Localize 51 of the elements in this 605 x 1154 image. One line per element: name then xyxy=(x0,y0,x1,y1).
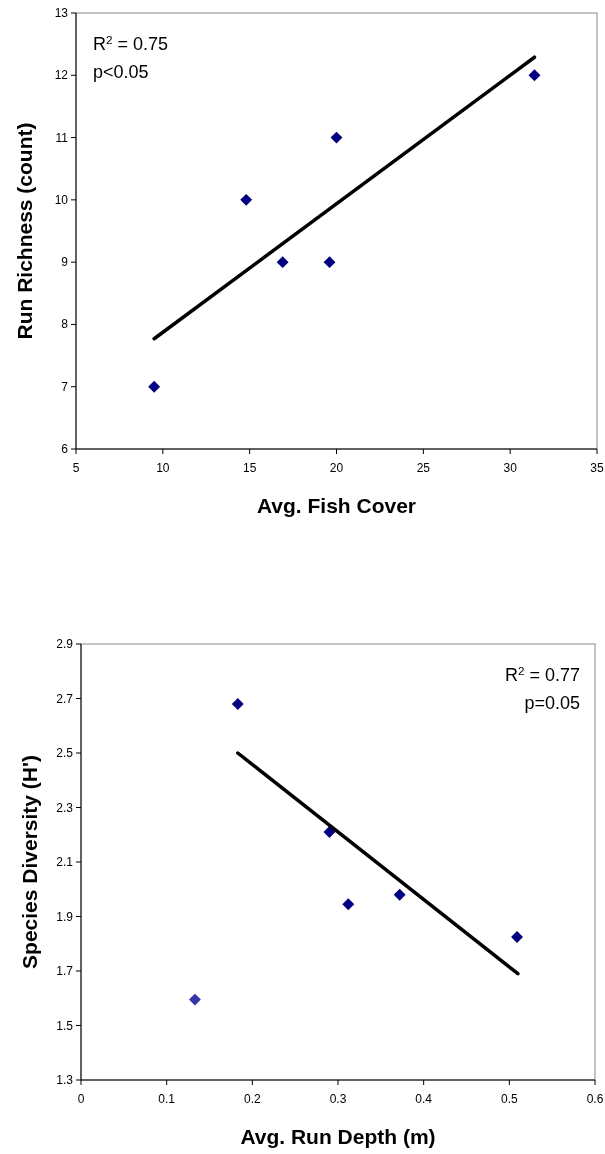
y-tick-label: 2.3 xyxy=(56,800,74,815)
x-tick-label: 0 xyxy=(77,1092,85,1106)
x-tick-label: 30 xyxy=(503,461,518,475)
y-tick-label: 10 xyxy=(54,192,69,207)
y-tick-label: 12 xyxy=(54,68,69,83)
y-tick-label: 2.9 xyxy=(56,637,74,651)
point xyxy=(323,256,336,269)
point xyxy=(330,131,343,144)
x-tick-label: 5 xyxy=(72,461,80,475)
x-tick-label: 0.3 xyxy=(329,1092,347,1106)
y-tick-label: 13 xyxy=(54,6,69,20)
y-axis-title: Run Richness (count) xyxy=(13,122,36,340)
x-tick-label: 15 xyxy=(242,461,257,475)
point xyxy=(393,888,406,901)
x-tick-label: 0.6 xyxy=(586,1092,604,1106)
annotation: R$^{2}$ = 0.77 xyxy=(504,663,580,685)
point xyxy=(231,698,244,710)
y-axis-title: Species Diversity (H') xyxy=(18,755,41,969)
x-tick-label: 0.5 xyxy=(500,1092,518,1106)
point xyxy=(511,931,523,943)
x-tick-label: 20 xyxy=(329,461,344,475)
y-tick-label: 2.5 xyxy=(56,746,74,760)
x-tick-label: 35 xyxy=(590,461,604,475)
y-tick-label: 2.7 xyxy=(56,691,74,706)
x-axis-title: Avg. Fish Cover xyxy=(256,494,417,517)
x-tick-label: 0.2 xyxy=(243,1092,261,1106)
point xyxy=(148,380,161,393)
y-tick-label: 11 xyxy=(55,130,69,145)
x-tick-label: 10 xyxy=(156,461,170,475)
annotation: R$^{2}$ = 0.75 xyxy=(93,32,169,54)
y-tick-label: 1.9 xyxy=(56,909,74,924)
point xyxy=(189,993,201,1006)
y-tick-label: 1.5 xyxy=(56,1018,74,1033)
annotation: p<0.05 xyxy=(93,62,149,82)
point xyxy=(528,69,541,82)
annotation: p=0.05 xyxy=(524,693,580,713)
x-tick-label: 0.4 xyxy=(415,1092,433,1106)
y-tick-label: 8 xyxy=(61,317,69,332)
y-tick-label: 9 xyxy=(61,255,69,270)
y-tick-label: 1.7 xyxy=(56,964,74,978)
x-tick-label: 25 xyxy=(416,461,431,475)
point xyxy=(342,898,355,911)
y-tick-label: 7 xyxy=(61,379,69,394)
x-tick-label: 0.1 xyxy=(158,1092,176,1106)
point xyxy=(323,826,336,838)
point xyxy=(276,256,289,269)
point xyxy=(240,193,253,206)
y-tick-label: 1.3 xyxy=(56,1073,74,1087)
y-tick-label: 2.1 xyxy=(56,855,74,869)
x-axis-title: Avg. Run Depth (m) xyxy=(240,1125,436,1148)
y-tick-label: 6 xyxy=(61,442,69,456)
